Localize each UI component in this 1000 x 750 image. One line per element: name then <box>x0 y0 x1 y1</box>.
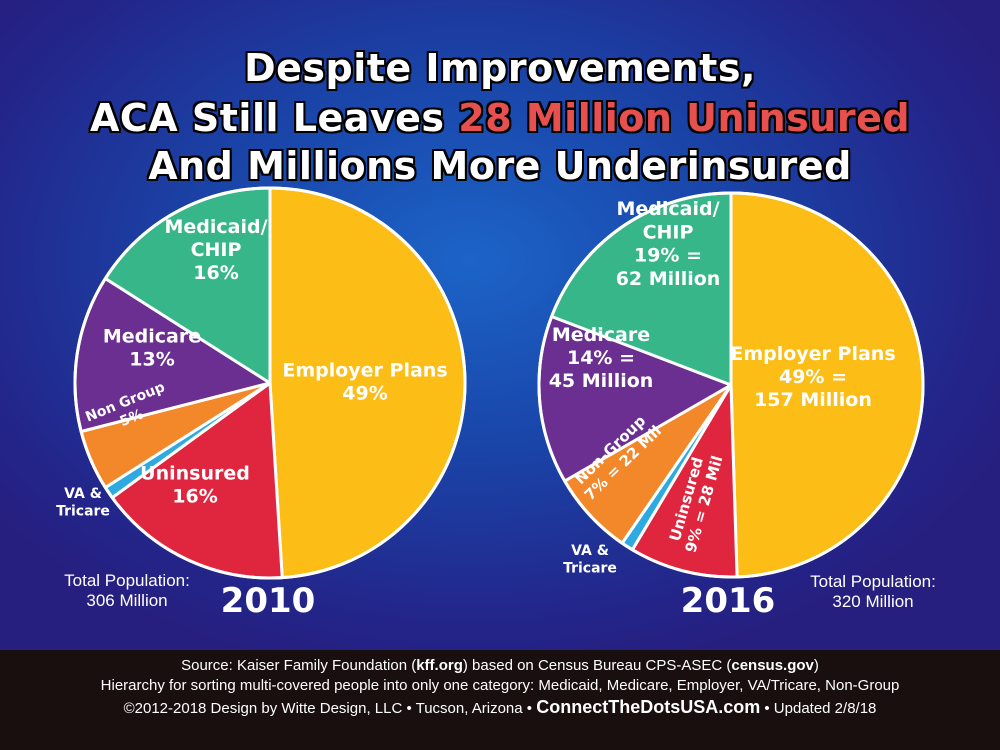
title-line-1: Despite Improvements, <box>244 46 756 90</box>
title-line-3: And Millions More Underinsured <box>148 144 852 188</box>
source-link-kff[interactable]: kff.org <box>416 657 463 674</box>
title-line-2: ACA Still Leaves 28 Million Uninsured <box>0 96 1000 140</box>
footer-source-line: Source: Kaiser Family Foundation (kff.or… <box>0 657 1000 674</box>
source-text-a: Source: Kaiser Family Foundation ( <box>181 657 417 674</box>
label-medicaid-chip: Medicaid/CHIP 16% <box>164 216 267 284</box>
label-medicare: Medicare 14% = 45 Million <box>549 324 654 392</box>
footer-credit-line: ©2012-2018 Design by Witte Design, LLC •… <box>0 697 1000 718</box>
year-label: 2010 <box>221 581 316 621</box>
pie-outline <box>73 186 467 580</box>
label-va-tricare: VA & Tricare <box>56 486 110 520</box>
label-medicare: Medicare 13% <box>103 325 201 370</box>
source-link-census[interactable]: census.gov <box>731 657 814 674</box>
source-text-c: ) based on Census Bureau CPS-ASEC ( <box>462 657 732 674</box>
chart-background: Employer Plans 49% Uninsured 16% Non Group5%… <box>0 0 1000 650</box>
title-line-2-prefix: ACA Still Leaves <box>89 96 459 140</box>
footer-hierarchy-line: Hierarchy for sorting multi-covered peop… <box>100 677 900 694</box>
total-population: Total Population: 320 Million <box>810 572 936 611</box>
label-uninsured: Uninsured 16% <box>140 462 250 507</box>
label-employer-plans: Employer Plans 49% = 157 Million <box>730 343 895 411</box>
footer: Source: Kaiser Family Foundation (kff.or… <box>0 650 1000 750</box>
pie-charts: Employer Plans 49%Uninsured 16%Non Group5%… <box>56 186 936 621</box>
pie-2016: Employer Plans 49% = 157 MillionUninsured9… <box>537 191 936 621</box>
title-highlight: 28 Million Uninsured <box>458 96 911 140</box>
credit-text: ©2012-2018 Design by Witte Design, LLC •… <box>123 700 537 717</box>
site-link[interactable]: ConnectTheDotsUSA.com <box>536 697 761 717</box>
year-label: 2016 <box>681 581 776 621</box>
label-medicaid-chip: Medicaid/CHIP 19% = 62 Million <box>616 198 721 290</box>
label-va-tricare: VA & Tricare <box>563 543 617 577</box>
source-text-e: ) <box>813 657 819 674</box>
pie-outline <box>537 191 925 579</box>
label-employer-plans: Employer Plans 49% <box>282 359 447 404</box>
updated-text: • Updated 2/8/18 <box>760 700 877 717</box>
total-population: Total Population: 306 Million <box>64 571 190 610</box>
pie-2010: Employer Plans 49%Uninsured 16%Non Group5%… <box>56 186 467 621</box>
